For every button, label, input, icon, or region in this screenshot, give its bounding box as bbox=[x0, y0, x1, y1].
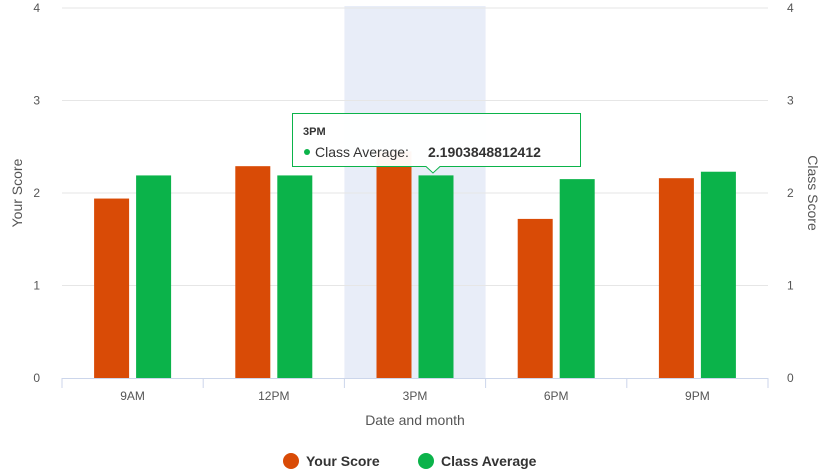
bar-class-average[interactable] bbox=[559, 179, 595, 378]
tooltip: 3PM Class Average: 2.1903848812412 bbox=[292, 113, 581, 174]
x-axis-title: Date and month bbox=[365, 412, 465, 428]
tooltip-series-label: Class Average: bbox=[315, 144, 409, 160]
y-tick-label-left: 3 bbox=[33, 94, 40, 108]
bar-your-score[interactable] bbox=[235, 166, 271, 378]
legend-label: Class Average bbox=[441, 453, 537, 469]
y-axis-title-right: Class Score bbox=[805, 155, 821, 231]
x-tick-label: 9PM bbox=[685, 389, 710, 403]
bar-your-score[interactable] bbox=[658, 178, 694, 378]
y-tick-label-right: 1 bbox=[787, 279, 794, 293]
legend-marker bbox=[283, 453, 299, 469]
legend-item[interactable]: Your Score bbox=[283, 453, 380, 469]
y-tick-label-left: 0 bbox=[33, 371, 40, 385]
tooltip-value: 2.1903848812412 bbox=[428, 144, 541, 160]
tooltip-box bbox=[292, 113, 581, 174]
tooltip-series-dot bbox=[304, 149, 310, 155]
bar-class-average[interactable] bbox=[136, 175, 172, 378]
legend: Your Score Class Average bbox=[283, 453, 537, 469]
y-axis-title-left: Your Score bbox=[9, 158, 25, 227]
tooltip-title: 3PM bbox=[303, 126, 326, 138]
bar-your-score[interactable] bbox=[94, 198, 130, 378]
x-tick-label: 6PM bbox=[544, 389, 569, 403]
y-tick-label-left: 4 bbox=[33, 1, 40, 15]
bar-your-score[interactable] bbox=[376, 151, 412, 378]
legend-marker bbox=[418, 453, 434, 469]
bar-your-score[interactable] bbox=[517, 218, 553, 378]
y-tick-label-right: 4 bbox=[787, 1, 794, 15]
legend-item[interactable]: Class Average bbox=[418, 453, 537, 469]
bar-class-average[interactable] bbox=[700, 171, 736, 378]
hover-highlight-band bbox=[344, 6, 486, 378]
bar-class-average[interactable] bbox=[277, 175, 313, 378]
x-tick-label: 3PM bbox=[403, 389, 428, 403]
y-tick-label-left: 1 bbox=[33, 279, 40, 293]
y-tick-label-right: 2 bbox=[787, 186, 794, 200]
bar-class-average[interactable] bbox=[418, 175, 454, 378]
legend-label: Your Score bbox=[306, 453, 380, 469]
y-tick-label-right: 0 bbox=[787, 371, 794, 385]
x-tick-label: 9AM bbox=[120, 389, 145, 403]
x-tick-label: 12PM bbox=[258, 389, 289, 403]
y-tick-label-right: 3 bbox=[787, 94, 794, 108]
y-tick-label-left: 2 bbox=[33, 186, 40, 200]
